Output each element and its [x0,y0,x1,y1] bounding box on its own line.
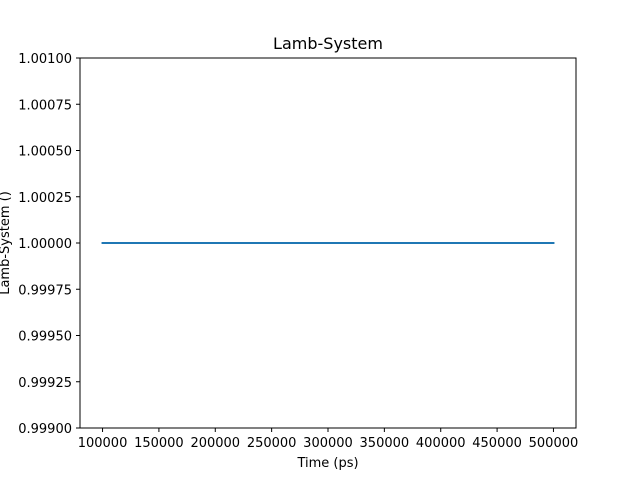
x-tick-label: 400000 [416,436,466,451]
x-axis: 100000 150000 200000 250000 300000 350000 4000… [78,428,579,451]
y-tick-label: 0.99925 [18,376,72,391]
chart-title: Lamb-System [273,34,383,53]
x-tick-label: 500000 [529,436,579,451]
y-tick-label: 1.00025 [18,191,72,206]
x-tick-label: 150000 [134,436,184,451]
x-axis-title: Time (ps) [296,456,358,471]
y-axis: 0.99900 0.99925 0.99950 0.99975 1.00000 1.000… [18,52,80,437]
y-tick-label: 1.00075 [18,98,72,113]
x-tick-label: 300000 [303,436,353,451]
y-tick-label: 0.99950 [18,330,72,345]
y-tick-label: 0.99975 [18,283,72,298]
y-tick-label: 1.00050 [18,145,72,160]
x-tick-label: 100000 [78,436,128,451]
x-tick-label: 200000 [190,436,240,451]
y-tick-label: 1.00000 [18,237,72,252]
x-tick-label: 250000 [247,436,297,451]
y-tick-label: 1.00100 [18,52,72,67]
y-tick-label: 0.99900 [18,422,72,437]
x-tick-label: 450000 [472,436,522,451]
y-axis-title: Lamb-System () [0,191,13,295]
x-tick-label: 350000 [360,436,410,451]
